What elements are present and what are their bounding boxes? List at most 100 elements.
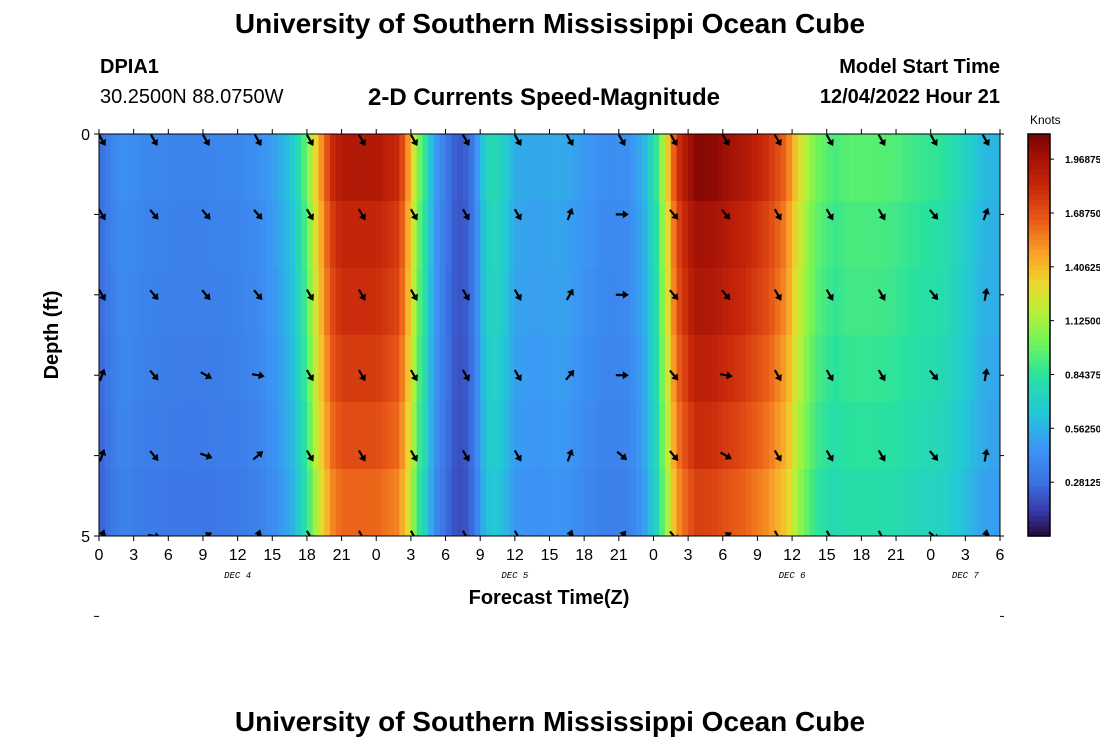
heatmap-cell [561,469,568,536]
heatmap-cell [347,268,354,336]
heatmap-cell [405,134,412,202]
heatmap-cell [936,469,943,536]
colorbar-swatch [1028,224,1050,231]
colorbar-swatch [1028,405,1050,411]
heatmap-cell [797,201,805,269]
heatmap-cell [867,335,874,403]
heatmap-cell [792,134,799,202]
heatmap-cell [104,268,112,336]
heatmap-cell [982,335,990,403]
heatmap-cell [942,268,949,336]
heatmap-cell [636,134,643,202]
heatmap-cell [561,402,568,470]
heatmap-cell [145,469,152,536]
heatmap-cell [815,268,822,336]
colorbar-swatch [1028,375,1050,381]
heatmap-cell [231,134,239,202]
x-tick-label: 3 [129,547,138,564]
heatmap-cell [243,268,250,336]
heatmap-cell [549,134,556,202]
heatmap-cell [901,469,909,536]
heatmap-cell [607,469,614,536]
heatmap-cell [445,134,452,202]
heatmap-cell [716,402,724,470]
current-vector-arrow [566,449,574,462]
heatmap-cell [607,201,614,269]
heatmap-cell [358,201,366,269]
heatmap-cell [353,402,360,470]
heatmap-cell [913,402,920,470]
heatmap-cell [266,268,273,336]
heatmap-cell [110,335,117,403]
heatmap-cell [99,469,106,536]
heatmap-cell [191,268,198,336]
heatmap-cell [208,201,216,269]
heatmap-cell [457,201,464,269]
heatmap-cell [699,201,707,269]
heatmap-cell [584,335,591,403]
heatmap-cell [803,201,811,269]
heatmap-cell [624,201,631,269]
heatmap-cell [971,134,978,202]
heatmap-cell [185,402,193,470]
heatmap-cell [757,335,764,403]
current-vector-arrow [565,369,575,381]
heatmap-cell [254,201,262,269]
heatmap-cell [976,268,984,336]
heatmap-cell [370,402,377,470]
heatmap-cell [601,402,608,470]
heatmap-cell [630,268,637,336]
heatmap-cell [924,469,932,536]
heatmap-cell [624,335,631,403]
heatmap-cell [584,402,591,470]
heatmap-cell [358,402,366,470]
heatmap-cell [792,469,799,536]
heatmap-cell [815,134,822,202]
heatmap-cell [757,469,764,536]
current-vector-arrow [201,209,211,220]
heatmap-cell [953,134,961,202]
heatmap-cell [324,402,331,470]
current-vector-arrow [305,289,314,301]
heatmap-cell [220,201,227,269]
heatmap-cell [543,268,551,336]
heatmap-cell [774,134,782,202]
current-vector-arrow [721,134,730,147]
x-tick-label: 15 [263,547,281,564]
heatmap-cell [457,335,464,403]
heatmap-cell [792,402,799,470]
heatmap-cell [768,335,776,403]
heatmap-cell [901,335,909,403]
heatmap-cell [104,402,112,470]
heatmap-cell [872,268,880,336]
heatmap-cell [341,335,348,403]
heatmap-cell [468,268,476,336]
current-vector-arrow [617,530,627,536]
heatmap-cell [445,268,452,336]
heatmap-cell [104,335,112,403]
current-vector-arrow [305,530,314,536]
current-vector-arrow [773,134,782,147]
heatmap-cell [485,469,493,536]
heatmap-cell [948,134,955,202]
heatmap-cell [896,268,903,336]
heatmap-cell [647,402,655,470]
heatmap-cell [174,335,181,403]
heatmap-cell [353,335,360,403]
x-tick-label: 18 [575,547,593,564]
colorbar-swatch [1028,385,1050,391]
colorbar-swatch [1028,505,1050,512]
heatmap-cell [844,402,851,470]
heatmap-cell [653,134,660,202]
heatmap-cell [318,268,325,336]
heatmap-cell [485,201,493,269]
heatmap-cell [312,402,320,470]
colorbar-swatch [1028,440,1050,447]
heatmap-cell [226,335,233,403]
current-vector-arrow [825,289,834,301]
heatmap-cell [890,201,897,269]
heatmap-cell [988,268,995,336]
heatmap-cell [537,201,545,269]
colorbar-swatch [1028,445,1050,452]
heatmap-cell [976,335,984,403]
